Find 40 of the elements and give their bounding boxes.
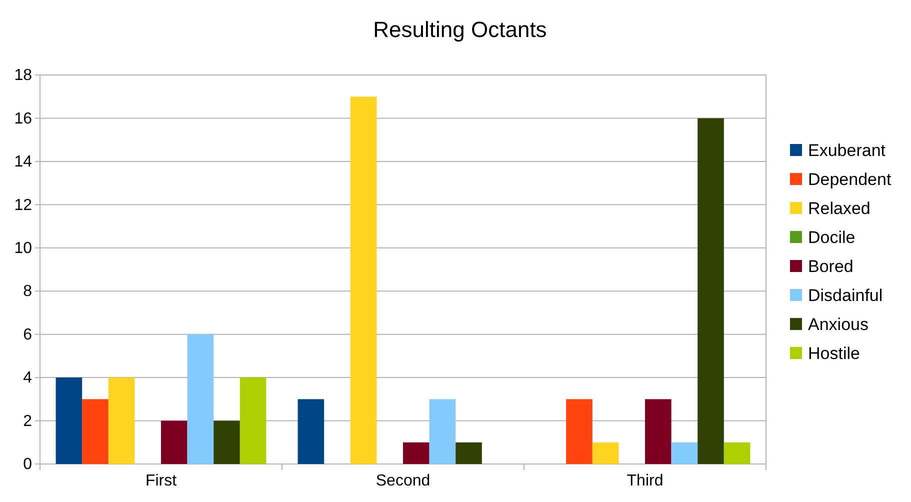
y-tick-label: 8 — [23, 283, 32, 300]
bar — [724, 442, 750, 464]
bar — [214, 420, 240, 464]
y-tick-label: 12 — [14, 196, 32, 214]
bar — [671, 442, 698, 464]
x-tick-label: Third — [626, 472, 664, 490]
bar — [645, 399, 672, 464]
x-tick-label: First — [145, 472, 178, 490]
legend-label: Disdainful — [808, 286, 883, 305]
legend-label: Hostile — [808, 344, 860, 363]
legend-label: Relaxed — [808, 199, 870, 218]
bar — [350, 96, 377, 464]
bar — [161, 420, 188, 464]
bar — [592, 442, 619, 464]
bar — [56, 378, 82, 464]
bar — [698, 118, 724, 464]
bar — [187, 334, 214, 464]
bar — [108, 378, 135, 464]
y-tick-label: 10 — [14, 240, 32, 258]
legend-label: Anxious — [808, 315, 868, 334]
y-tick-label: 14 — [14, 154, 32, 171]
bar — [456, 442, 482, 464]
y-tick-label: 0 — [23, 456, 32, 474]
legend-label: Docile — [808, 228, 856, 247]
y-tick-label: 6 — [23, 326, 32, 344]
y-tick-label: 16 — [14, 110, 32, 128]
bar — [82, 399, 108, 464]
legend-label: Exuberant — [808, 141, 886, 160]
y-tick-label: 4 — [23, 370, 32, 387]
y-tick-label: 18 — [14, 67, 32, 84]
legend-label: Dependent — [808, 170, 892, 189]
y-tick-label: 2 — [23, 412, 32, 430]
bar — [240, 378, 266, 464]
bar — [403, 442, 430, 464]
bar — [566, 399, 592, 464]
x-tick-label: Second — [376, 472, 430, 490]
bar — [429, 399, 456, 464]
bar — [298, 399, 324, 464]
legend-label: Bored — [808, 257, 854, 276]
chart-title: Resulting Octants — [373, 17, 547, 42]
